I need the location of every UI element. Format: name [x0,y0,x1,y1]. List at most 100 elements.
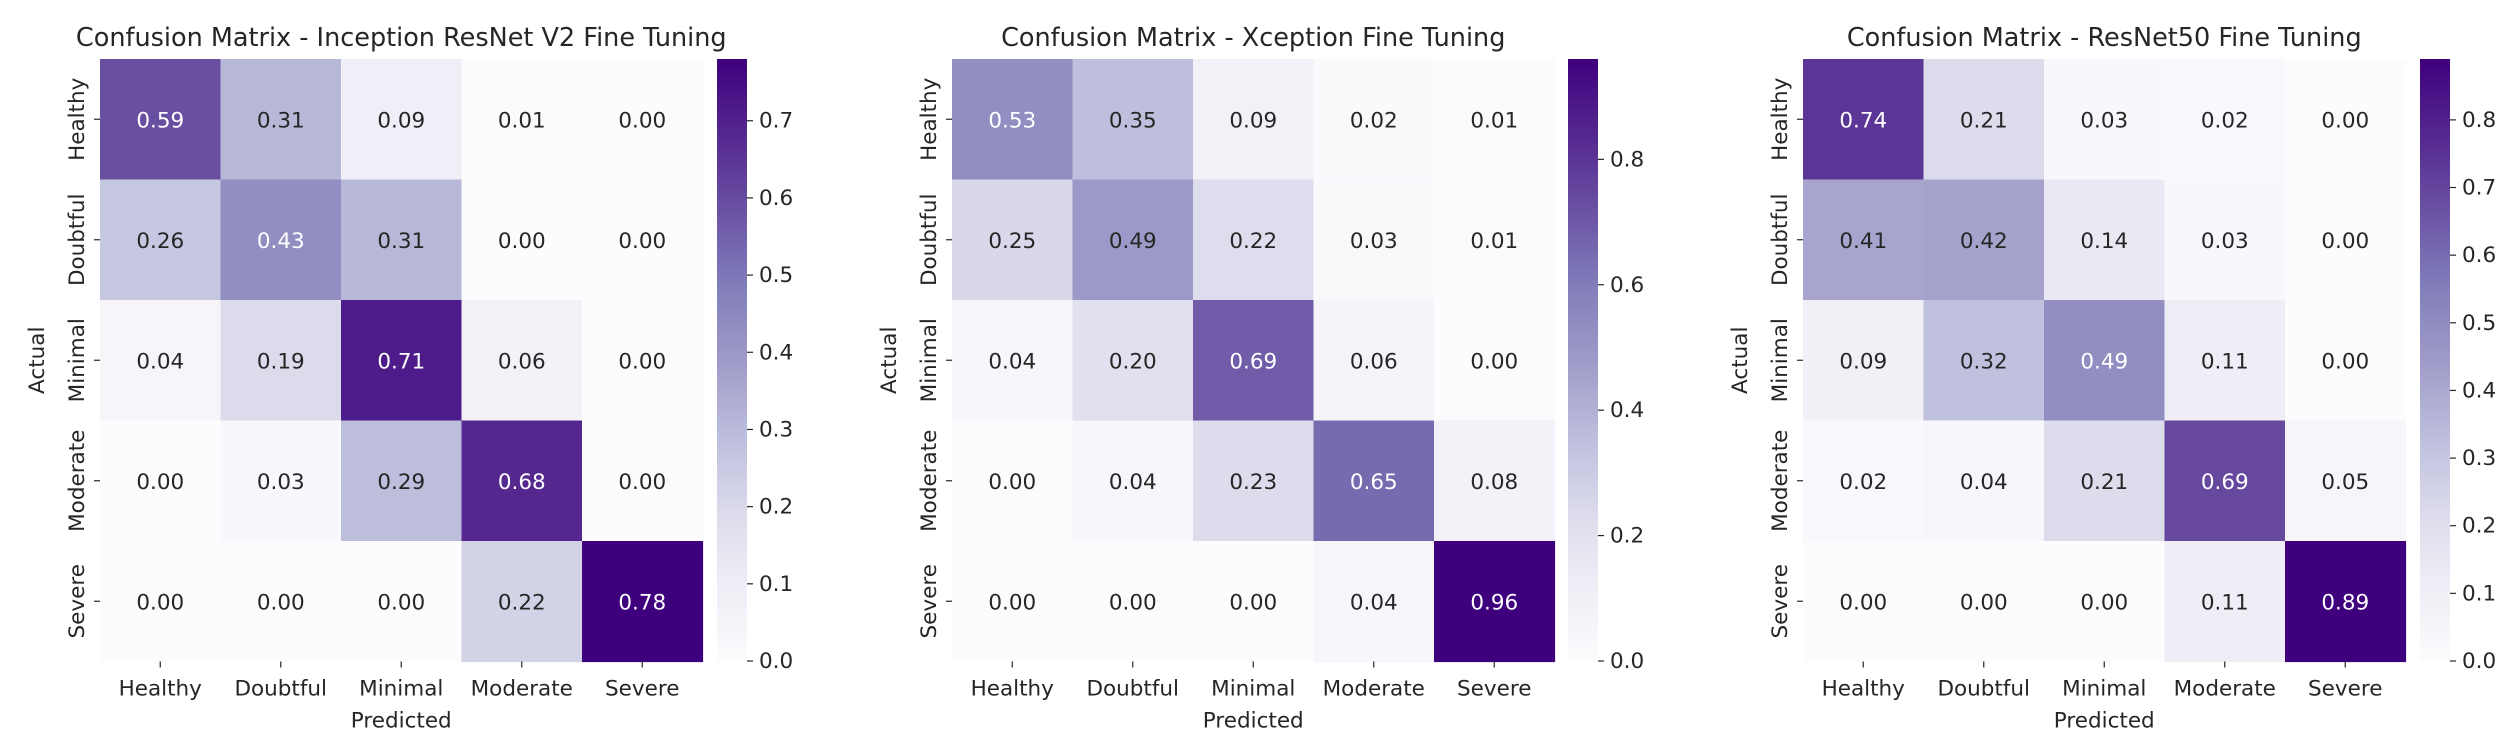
heatmap-cell [1923,59,2045,181]
heatmap-panel-1: Confusion Matrix - Inception ResNet V2 F… [25,23,793,734]
cell-value-label: 0.00 [1960,590,2008,615]
x-axis-label: Predicted [1203,709,1304,734]
heatmap-cell [1072,420,1194,542]
colorbar-tick-label: 0.6 [759,186,793,211]
heatmap-cell [1803,59,1925,181]
y-axis-label: Actual [25,327,50,394]
cell-value-label: 0.26 [136,229,184,254]
heatmap-panel-2: Confusion Matrix - Xception Fine Tuning 0… [877,23,1644,734]
x-tick-label: Healthy [1822,677,1906,702]
heatmap-cell [1193,420,1315,542]
heatmap-cell [100,179,222,301]
heatmap-cell [2164,300,2286,422]
colorbar-tick-label: 0.6 [2462,243,2496,268]
x-tick-label: Moderate [2174,677,2276,702]
heatmap-cell [461,300,583,422]
colorbar-tick-label: 0.7 [2462,176,2496,201]
y-tick-label: Moderate [1768,430,1793,532]
cell-value-label: 0.31 [257,108,305,133]
cell-value-label: 0.06 [498,349,546,374]
heatmap-cell [2044,420,2166,542]
cell-value-label: 0.23 [1229,470,1277,495]
cell-value-label: 0.14 [2080,229,2128,254]
cell-value-label: 0.71 [377,349,425,374]
x-tick-label: Doubtful [234,677,327,702]
cell-value-label: 0.00 [498,229,546,254]
heatmap-cell [1803,541,1925,663]
colorbar-tick-label: 0.1 [759,572,793,597]
colorbar [717,59,747,661]
heatmap-cell [1193,179,1315,301]
cell-value-label: 0.00 [2321,229,2369,254]
colorbar-tick-label: 0.3 [759,417,793,442]
heatmap-cell [1193,59,1315,181]
cell-value-label: 0.00 [618,470,666,495]
cell-value-label: 0.42 [1960,229,2008,254]
cell-value-label: 0.00 [1109,590,1157,615]
heatmap-cell [2044,300,2166,422]
y-axis-label: Actual [1728,327,1753,394]
cell-value-label: 0.00 [2321,349,2369,374]
heatmap-cell [2044,59,2166,181]
cell-value-label: 0.21 [1960,108,2008,133]
colorbar-tick-label: 0.1 [2462,581,2496,606]
cell-value-label: 0.00 [2080,590,2128,615]
heatmap-cell [461,59,583,181]
cell-value-label: 0.00 [1470,349,1518,374]
heatmap-cell [100,420,222,542]
colorbar-tick-label: 0.2 [759,495,793,520]
cell-value-label: 0.00 [136,590,184,615]
y-tick-label: Minimal [65,318,90,402]
cell-value-label: 0.02 [1839,470,1887,495]
heatmap-cell [461,541,583,663]
cell-value-label: 0.00 [2321,108,2369,133]
colorbar [1568,59,1598,661]
cell-value-label: 0.01 [1470,229,1518,254]
x-tick-label: Healthy [971,677,1055,702]
heatmap-cell [952,420,1074,542]
x-axis-label: Predicted [351,709,452,734]
heatmap-cell [582,420,704,542]
cell-value-label: 0.49 [1109,229,1157,254]
heatmap-cell [1313,179,1435,301]
cell-value-label: 0.74 [1839,108,1887,133]
cell-value-label: 0.69 [1229,349,1277,374]
cell-value-label: 0.65 [1350,470,1398,495]
cell-value-label: 0.32 [1960,349,2008,374]
x-tick-label: Minimal [359,677,443,702]
colorbar-tick-label: 0.0 [1610,649,1644,674]
x-tick-label: Healthy [119,677,203,702]
cell-value-label: 0.04 [1109,470,1157,495]
chart-title: Confusion Matrix - ResNet50 Fine Tuning [1847,23,2362,53]
heatmap-cell [2285,179,2407,301]
y-tick-label: Minimal [1768,318,1793,402]
heatmap-cell [1072,59,1194,181]
heatmap-cell [1313,300,1435,422]
heatmap-cell [952,541,1074,663]
heatmap-cell [2044,179,2166,301]
cell-value-label: 0.05 [2321,470,2369,495]
cell-value-label: 0.00 [136,470,184,495]
heatmap-cell [1434,541,1556,663]
heatmap-panel-3: Confusion Matrix - ResNet50 Fine Tuning 0… [1728,23,2496,734]
y-tick-label: Severe [917,564,942,638]
y-tick-label: Healthy [917,77,942,161]
cell-value-label: 0.19 [257,349,305,374]
heatmap-cell [2164,179,2286,301]
colorbar-tick-label: 0.5 [2462,311,2496,336]
cell-value-label: 0.89 [2321,590,2369,615]
y-tick-label: Severe [65,564,90,638]
heatmap-cell [582,179,704,301]
cell-value-label: 0.00 [988,590,1036,615]
cell-value-label: 0.21 [2080,470,2128,495]
cell-value-label: 0.03 [2201,229,2249,254]
cell-value-label: 0.00 [1839,590,1887,615]
heatmap-cell [461,179,583,301]
cell-value-label: 0.96 [1470,590,1518,615]
y-tick-label: Moderate [65,430,90,532]
cell-value-label: 0.11 [2201,349,2249,374]
heatmap-cell [341,179,463,301]
heatmap-cell [2164,420,2286,542]
heatmap-cell [461,420,583,542]
cell-value-label: 0.59 [136,108,184,133]
